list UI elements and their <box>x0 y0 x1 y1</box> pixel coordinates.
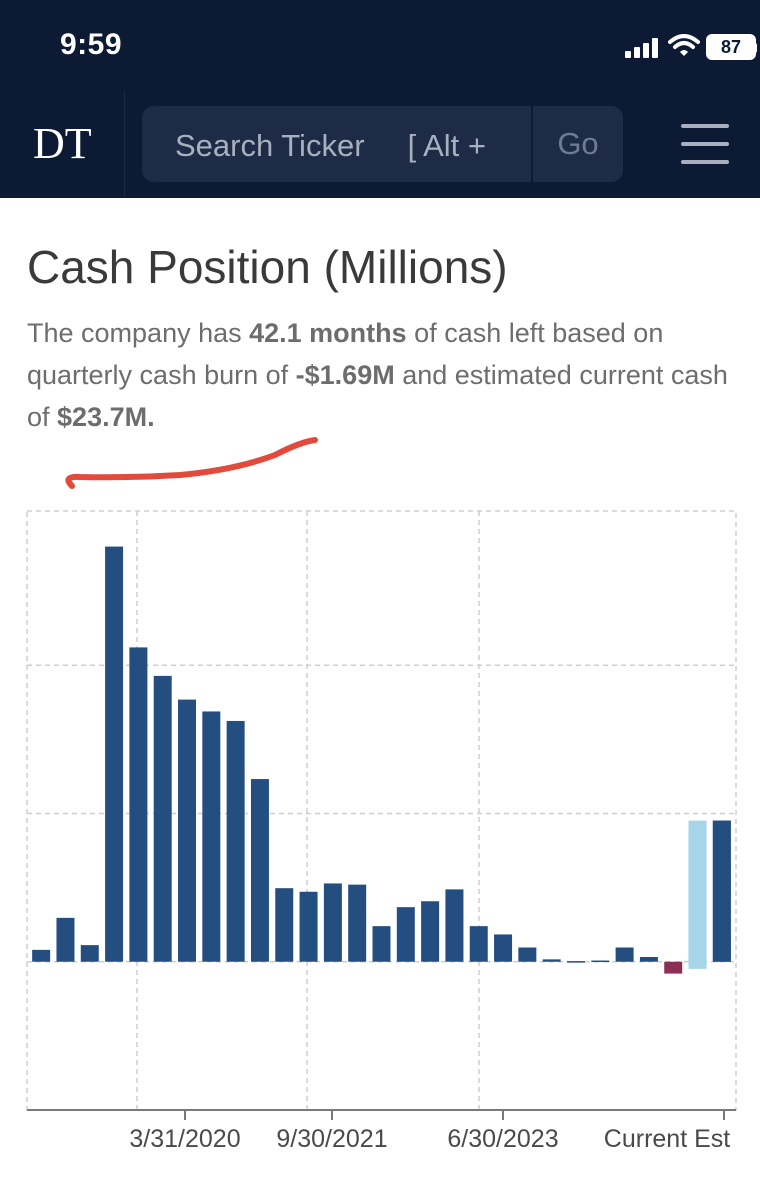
battery-icon: 87 <box>706 34 756 60</box>
summary-middle-1: of cash left based on quarterly cash bur… <box>27 318 664 390</box>
battery-tip-icon <box>754 43 757 53</box>
quarterly-burn-value: -$1.69M <box>295 360 395 390</box>
chart-bar <box>396 907 415 962</box>
x-axis-tick-label: 6/30/2023 <box>447 1125 558 1153</box>
chart-bar <box>445 889 464 962</box>
current-cash-value: $23.7M. <box>57 402 155 432</box>
chart-bar <box>129 647 148 962</box>
chart-bar <box>275 888 294 962</box>
chart-bar <box>615 947 634 962</box>
chart-bar <box>542 959 561 962</box>
chart-bar <box>250 779 269 962</box>
chart-bar <box>202 711 221 962</box>
x-axis-tick-label: 3/31/2020 <box>129 1125 240 1153</box>
chart-bar <box>494 934 513 962</box>
x-axis-tick-label: 9/30/2021 <box>276 1125 387 1153</box>
wifi-icon <box>668 34 700 56</box>
chart-bar <box>32 949 51 962</box>
chart-bar <box>591 960 610 963</box>
chart-bar <box>348 884 367 962</box>
chart-bar <box>299 891 318 962</box>
chart-bar <box>566 961 585 963</box>
top-navigation-bar: 9:59 87 DT Search Ticker [ Alt + Go <box>0 0 760 198</box>
chart-bar <box>372 926 391 962</box>
red-underline-annotation <box>65 437 318 489</box>
cash-position-chart: 3/31/2020 9/30/2021 6/30/2023 Current Est <box>26 510 737 1153</box>
site-logo[interactable]: DT <box>33 119 92 168</box>
chart-bar <box>80 945 99 962</box>
header-divider <box>124 90 125 198</box>
chart-bar <box>469 926 488 962</box>
summary-prefix: The company has <box>27 318 250 348</box>
chart-bar <box>56 917 75 962</box>
current-bar <box>712 820 731 962</box>
cellular-signal-icon <box>625 38 661 58</box>
chart-bar <box>153 675 172 962</box>
search-placeholder: Search Ticker [ Alt + <box>175 128 486 163</box>
chart-bar <box>226 720 245 962</box>
page-title: Cash Position (Millions) <box>27 241 508 293</box>
x-axis-tick-label: Current Est <box>604 1125 730 1153</box>
search-input[interactable]: Search Ticker [ Alt + <box>142 106 531 182</box>
hamburger-menu-icon[interactable] <box>681 124 729 164</box>
months-of-cash-value: 42.1 months <box>249 318 407 348</box>
chart-bar <box>323 883 342 962</box>
cash-summary-text: The company has 42.1 months of cash left… <box>27 312 747 438</box>
chart-bar <box>518 947 537 962</box>
summary-middle-2: and estimated current cash of <box>27 360 728 432</box>
chart-bar <box>421 901 440 962</box>
estimate-bar <box>688 820 707 969</box>
chart-bar <box>105 546 124 962</box>
status-time: 9:59 <box>60 28 123 61</box>
chart-frame <box>26 510 737 1111</box>
go-button[interactable]: Go <box>533 106 623 182</box>
chart-bar <box>178 699 197 962</box>
chart-bar <box>639 956 658 962</box>
chart-bar <box>664 961 683 974</box>
